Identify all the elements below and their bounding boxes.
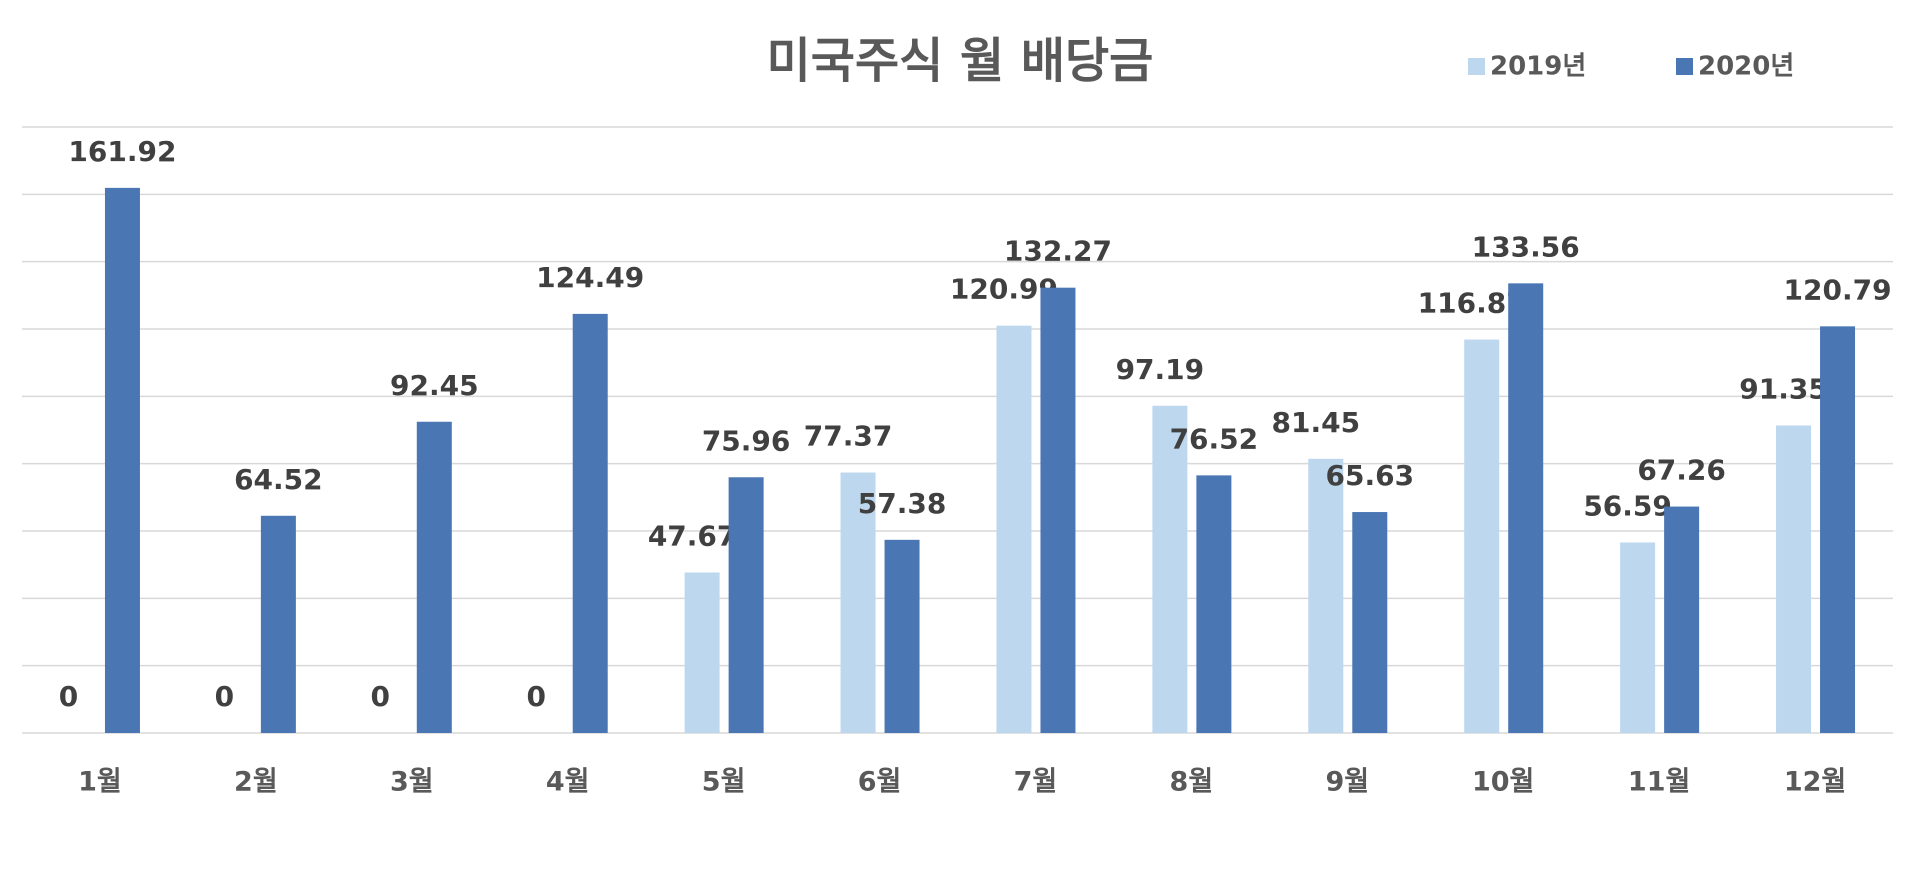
data-label: 57.38 <box>858 487 947 520</box>
bar <box>416 421 452 733</box>
x-tick-label: 12월 <box>1784 767 1846 798</box>
bar <box>1508 283 1544 733</box>
data-label: 116.87 <box>1418 287 1526 320</box>
bar <box>728 477 764 733</box>
data-label: 56.59 <box>1583 489 1672 522</box>
legend-swatch <box>1676 58 1693 75</box>
bar <box>1464 339 1500 733</box>
x-tick-label: 4월 <box>546 767 590 798</box>
data-label: 47.67 <box>648 520 737 553</box>
x-tick-label: 10월 <box>1472 767 1534 798</box>
data-label: 76.52 <box>1170 422 1259 455</box>
data-label: 161.92 <box>68 135 176 168</box>
x-tick-label: 1월 <box>78 767 122 798</box>
data-label: 0 <box>526 680 545 713</box>
x-tick-label: 11월 <box>1628 767 1690 798</box>
data-label: 0 <box>59 680 78 713</box>
bar <box>1776 425 1812 733</box>
bar <box>572 313 608 733</box>
data-label: 132.27 <box>1004 235 1112 268</box>
data-label: 92.45 <box>390 369 479 402</box>
data-label: 120.99 <box>950 273 1058 306</box>
data-label: 0 <box>215 680 234 713</box>
x-tick-label: 5월 <box>702 767 746 798</box>
bar <box>1308 458 1344 733</box>
bar <box>1820 326 1856 733</box>
bar <box>1196 475 1232 733</box>
bar <box>884 539 920 733</box>
data-label: 120.79 <box>1784 273 1892 306</box>
bar <box>1352 512 1388 733</box>
data-label: 67.26 <box>1637 454 1726 487</box>
legend-label: 2019년 <box>1490 52 1586 82</box>
bar <box>1620 542 1656 733</box>
chart-title: 미국주식 월 배당금 <box>767 33 1154 89</box>
data-label: 65.63 <box>1326 459 1415 492</box>
data-label: 81.45 <box>1272 406 1361 439</box>
bar <box>840 472 876 733</box>
bar <box>1040 287 1076 733</box>
x-tick-label: 3월 <box>390 767 434 798</box>
bar <box>996 325 1032 733</box>
data-label: 91.35 <box>1739 372 1828 405</box>
data-label: 64.52 <box>234 463 323 496</box>
bar <box>1664 506 1700 733</box>
legend-label: 2020년 <box>1698 52 1794 82</box>
data-label: 97.19 <box>1116 353 1205 386</box>
data-label: 124.49 <box>536 261 644 294</box>
x-tick-label: 7월 <box>1014 767 1058 798</box>
bar <box>104 187 140 734</box>
bar <box>260 515 296 733</box>
data-label: 75.96 <box>702 424 791 457</box>
legend-swatch <box>1468 58 1485 75</box>
data-label: 0 <box>371 680 390 713</box>
data-label: 133.56 <box>1472 230 1580 263</box>
data-label: 77.37 <box>804 420 893 453</box>
x-tick-label: 6월 <box>858 767 902 798</box>
bar <box>684 572 720 733</box>
x-tick-label: 9월 <box>1325 767 1369 798</box>
x-tick-label: 8월 <box>1170 767 1214 798</box>
x-tick-label: 2월 <box>234 767 278 798</box>
bar <box>1152 405 1188 733</box>
